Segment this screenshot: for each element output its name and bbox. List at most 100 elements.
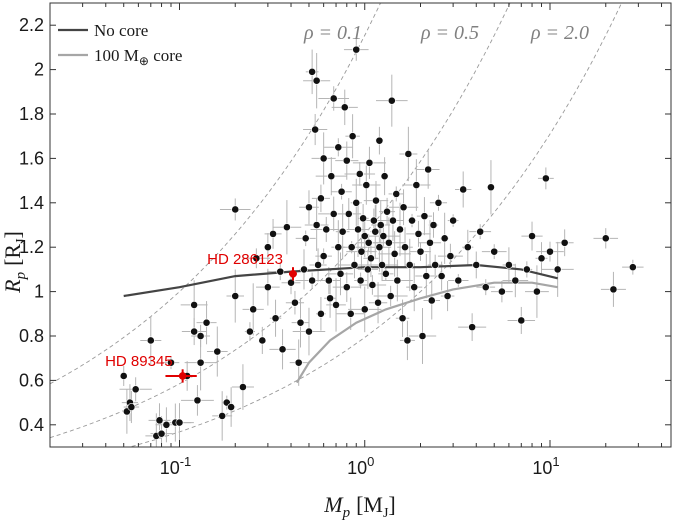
data-point — [429, 221, 438, 229]
data-point — [360, 232, 369, 240]
y-tick-label: 2 — [34, 60, 44, 80]
data-point — [357, 247, 366, 256]
data-point — [389, 216, 397, 225]
data-point — [363, 265, 372, 274]
data-point — [356, 276, 365, 285]
data-point — [404, 150, 413, 158]
y-axis-title: Rp[RJ] — [0, 231, 29, 294]
data-point — [427, 296, 436, 305]
highlight-label: HD 286123 — [207, 251, 283, 268]
y-tick-label: 0.4 — [19, 415, 44, 435]
data-point — [282, 223, 291, 232]
y-tick-label: 1.4 — [19, 193, 44, 213]
data-point — [609, 285, 618, 294]
density-curves — [50, 3, 623, 447]
data-point — [312, 76, 321, 85]
data-point — [386, 292, 395, 300]
data-point — [371, 227, 380, 236]
data-point — [504, 261, 513, 269]
data-point — [317, 309, 325, 318]
data-point — [443, 292, 452, 300]
data-point — [446, 252, 455, 260]
data-point — [314, 261, 322, 269]
highlighted-planets: HD 286123 HD 89345 — [105, 251, 297, 383]
data-point — [308, 67, 317, 76]
data-point — [414, 229, 423, 238]
data-point — [342, 156, 351, 165]
data-point — [336, 269, 345, 278]
y-tick-label: 2.2 — [19, 15, 44, 35]
density-label-3: ρ = 2.0 — [530, 22, 589, 44]
data-point — [381, 269, 390, 278]
legend-label: 100 M⊕ core — [94, 46, 182, 68]
data-point — [193, 396, 202, 405]
data-point — [422, 272, 431, 280]
data-point — [383, 207, 391, 216]
density-curve-3 — [128, 3, 623, 447]
data-point — [202, 318, 211, 327]
y-tick-label: 1.8 — [19, 104, 44, 124]
data-point — [401, 243, 409, 252]
data-point — [387, 96, 396, 105]
data-point — [511, 276, 520, 285]
data-point — [167, 358, 175, 367]
data-point — [546, 247, 554, 256]
y-tick-label: 0.6 — [19, 370, 44, 390]
data-point — [522, 265, 531, 274]
data-point — [390, 249, 399, 258]
y-tick-label: 1.6 — [19, 148, 44, 168]
data-point — [329, 209, 338, 218]
data-point — [528, 232, 536, 240]
data-point — [131, 385, 140, 394]
data-point — [398, 314, 407, 323]
x-tick-label: 10-1 — [160, 454, 192, 478]
data-point — [312, 221, 321, 229]
data-point — [560, 238, 569, 247]
y-tick-label: 0.8 — [19, 326, 44, 346]
highlight-point — [178, 372, 187, 380]
data-point — [376, 221, 385, 229]
data-point — [231, 205, 240, 214]
data-point — [416, 247, 425, 256]
data-point — [352, 45, 361, 54]
data-point — [412, 181, 421, 189]
data-point — [157, 429, 166, 438]
data-point — [440, 234, 449, 243]
data-point — [249, 305, 258, 314]
data-point — [175, 418, 184, 427]
data-point — [278, 345, 287, 354]
data-point — [372, 196, 380, 205]
data-point — [354, 225, 362, 234]
plot-border — [49, 2, 672, 448]
data-point — [196, 332, 205, 340]
data-point — [481, 283, 490, 292]
data-point — [246, 327, 254, 336]
data-point — [276, 267, 285, 276]
data-point — [294, 358, 303, 367]
data-point — [374, 298, 382, 307]
y-tick-label: 1 — [34, 282, 44, 302]
density-label-2: ρ = 0.5 — [420, 22, 479, 44]
data-point — [344, 209, 353, 218]
data-point — [296, 318, 305, 327]
data-point — [418, 332, 427, 340]
data-point — [334, 143, 343, 152]
data-point — [431, 261, 440, 269]
data-point — [319, 154, 328, 163]
data-point — [334, 243, 343, 252]
data-point — [271, 314, 280, 323]
data-point — [541, 174, 550, 183]
data-point — [305, 203, 313, 212]
y-tick-label: 1.2 — [19, 237, 44, 257]
data-point — [119, 372, 128, 380]
data-point — [326, 294, 334, 303]
data-point — [375, 243, 384, 252]
data-point — [364, 238, 373, 247]
data-point — [367, 254, 375, 263]
data-point — [127, 403, 136, 411]
data-point — [360, 305, 369, 314]
data-point — [329, 94, 338, 103]
data-point — [322, 225, 331, 234]
data-point — [252, 254, 261, 263]
data-point — [231, 292, 240, 300]
